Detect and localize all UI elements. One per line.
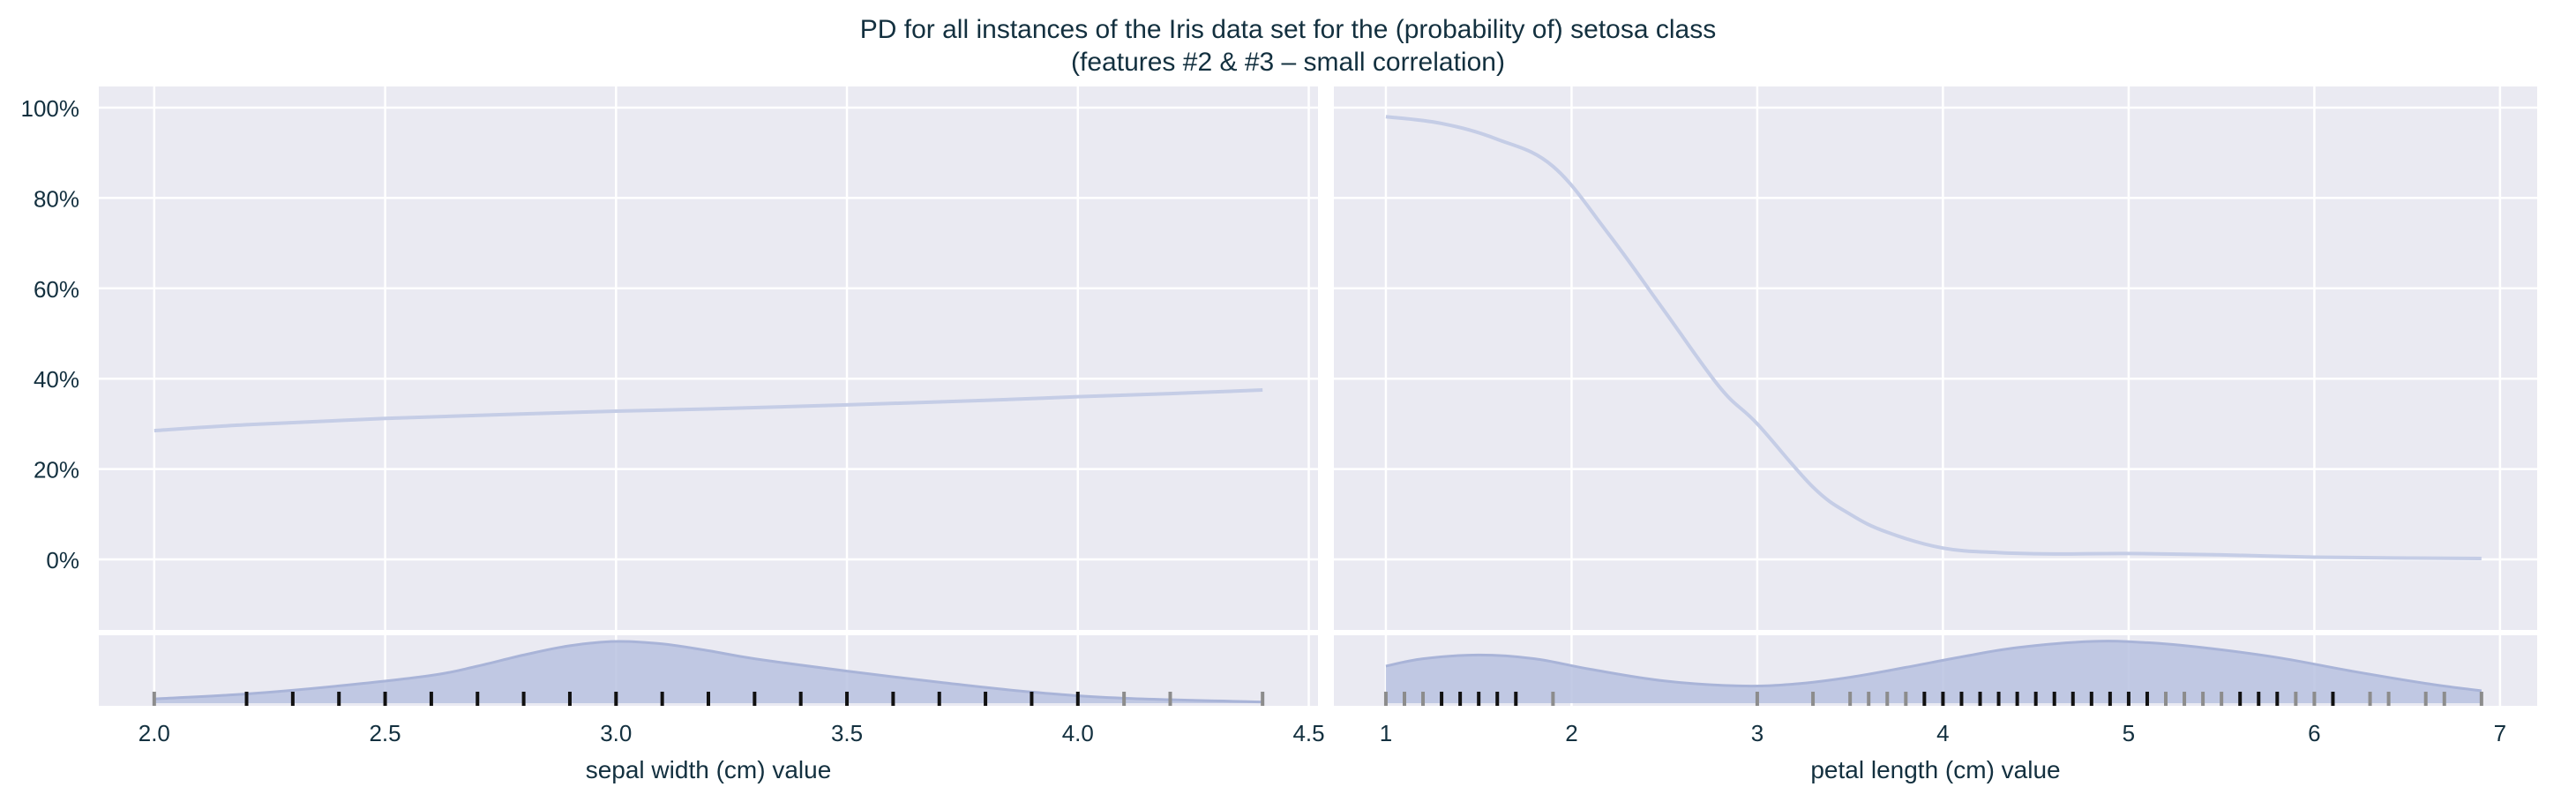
panel-sepal-width: 2.0 2.5 3.0 3.5 4.0 4.5 sepal width (cm) value xyxy=(99,86,1325,783)
y-tick-label: 100% xyxy=(21,95,80,122)
chart-title-line1: PD for all instances of the Iris data se… xyxy=(860,15,1716,44)
pd-line xyxy=(154,388,1263,433)
y-axis-tick-labels: 100% 80% 60% 40% 20% 0% xyxy=(21,95,80,573)
x-tick-label: 1 xyxy=(1380,720,1392,746)
chart-title-line2: (features #2 & #3 – small correlation) xyxy=(1071,48,1505,77)
x-tick-label: 4.0 xyxy=(1062,720,1094,746)
x-tick-label: 3 xyxy=(1751,720,1764,746)
x-tick-label: 2.0 xyxy=(139,720,170,746)
density-line xyxy=(1385,640,2482,693)
panel-petal-length: 1 2 3 4 5 6 7 petal length (cm) value xyxy=(1334,86,2537,783)
x-tick-label: 6 xyxy=(2308,720,2320,746)
plot-area-background xyxy=(1334,86,2537,630)
x-tick-label: 2 xyxy=(1565,720,1577,746)
x-tick-label: 2.5 xyxy=(369,720,401,746)
x-tick-label: 3.5 xyxy=(831,720,863,746)
x-axis-label: petal length (cm) value xyxy=(1810,756,2060,783)
y-tick-label: 40% xyxy=(34,366,79,393)
x-tick-label: 7 xyxy=(2494,720,2506,746)
pd-line xyxy=(1385,115,2482,560)
density-area xyxy=(1385,641,2482,703)
x-tick-label: 5 xyxy=(2123,720,2135,746)
x-axis-label: sepal width (cm) value xyxy=(586,756,832,783)
density-line xyxy=(154,640,1263,704)
plot-area-background xyxy=(99,86,1318,630)
y-tick-label: 20% xyxy=(34,457,79,483)
y-tick-label: 0% xyxy=(46,547,79,573)
y-tick-label: 60% xyxy=(34,276,79,303)
y-tick-label: 80% xyxy=(34,185,79,212)
x-tick-label: 3.0 xyxy=(600,720,632,746)
x-tick-label: 4 xyxy=(1936,720,1949,746)
x-tick-label: 4.5 xyxy=(1292,720,1324,746)
